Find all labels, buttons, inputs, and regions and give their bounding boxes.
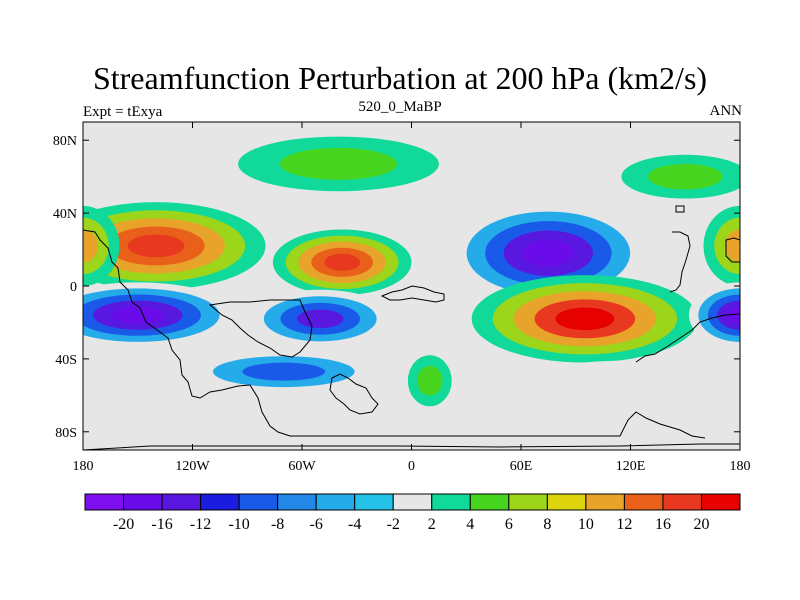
contour-level-10-0	[521, 360, 722, 412]
colorbar-swatch	[469, 493, 510, 511]
colorbar-swatch	[662, 493, 702, 511]
lon-tick-label: 0	[408, 459, 415, 474]
lat-tick-label: 0	[70, 280, 77, 295]
contour-fill-layer	[83, 136, 740, 418]
coastline-americas	[83, 229, 706, 439]
lon-tick-label: 120E	[616, 459, 646, 474]
colorbar-swatch	[123, 493, 163, 511]
contour-level-1-4	[555, 307, 615, 331]
lon-tick-label: 60W	[288, 459, 316, 474]
contour-level-3-4	[324, 253, 361, 271]
coastline-asia-east	[669, 231, 691, 293]
colorbar-label: -16	[151, 516, 172, 533]
longitude-axis: 180 120W 60W 0 60E 120E 180	[73, 122, 751, 474]
contour-level-12-1	[279, 147, 398, 180]
colorbar-swatch	[431, 493, 471, 511]
contour-level-4-2	[83, 229, 99, 263]
colorbar-label: 10	[578, 516, 594, 533]
experiment-label: Expt = tExya	[83, 104, 163, 120]
colorbar-label: 8	[543, 516, 551, 533]
contour-level-14-0	[83, 145, 211, 190]
lon-tick-label: 180	[73, 459, 94, 474]
contour-level-15-1	[416, 365, 443, 396]
contour-level-2-4	[127, 234, 185, 258]
colorbar-swatch	[700, 493, 741, 511]
lat-tick-label: 80S	[55, 426, 77, 441]
colorbar-label: -8	[271, 516, 284, 533]
colorbar-label: 20	[693, 516, 709, 533]
colorbar-swatch	[508, 493, 548, 511]
coastline-layer	[83, 205, 740, 450]
colorbar-swatch	[623, 493, 664, 511]
coastline-antarctic-peninsula	[329, 373, 379, 415]
colorbar-label: 6	[505, 516, 513, 533]
page-title: Streamfunction Perturbation at 200 hPa (…	[92, 60, 708, 96]
colorbar-swatch	[315, 493, 356, 511]
contour-level-0-4	[522, 239, 575, 267]
colorbar-swatch	[354, 493, 394, 511]
coastline-south-america	[208, 299, 313, 358]
contour-level-5-2	[724, 229, 740, 263]
colorbar-label: 16	[655, 516, 671, 533]
colorbar-label: 2	[428, 516, 436, 533]
lon-tick-label: 60E	[510, 459, 533, 474]
contour-level-7-3	[297, 309, 344, 329]
colorbar-swatch	[392, 493, 433, 511]
colorbar: -20 -16 -12 -10 -8 -6 -4 -2 2 4 6 8 10 12 16 20	[84, 493, 741, 533]
colorbar-label: -2	[387, 516, 400, 533]
colorbar-swatch	[546, 493, 587, 511]
colorbar-label: -10	[228, 516, 249, 533]
contour-level-6-4	[111, 306, 164, 324]
coastline-africa	[380, 285, 445, 303]
contour-level-11-0	[83, 380, 184, 418]
contour-level-8-4	[726, 306, 740, 324]
colorbar-swatch	[161, 493, 202, 511]
colorbar-label: -20	[113, 516, 134, 533]
lat-tick-label: 80N	[53, 134, 77, 149]
contour-level-13-1	[647, 163, 723, 190]
colorbar-swatch	[200, 493, 240, 511]
lat-tick-label: 40S	[55, 353, 77, 368]
lat-tick-label: 40N	[53, 207, 77, 222]
latitude-axis: 80N 40N 0 40S 80S	[53, 134, 740, 441]
lon-tick-label: 120W	[175, 459, 210, 474]
colorbar-swatch	[277, 493, 317, 511]
contour-level-9-2	[242, 362, 326, 381]
period-label: 520_0_MaBP	[358, 99, 442, 115]
map-area	[83, 122, 740, 450]
coastline-island	[675, 205, 685, 213]
colorbar-label: -4	[348, 516, 361, 533]
coastline-australia	[635, 313, 740, 363]
colorbar-label: 4	[466, 516, 474, 533]
colorbar-label: 12	[616, 516, 632, 533]
season-label: ANN	[709, 103, 743, 119]
coastline-island-east	[725, 237, 740, 263]
colorbar-swatch	[238, 493, 279, 511]
colorbar-label: -6	[310, 516, 323, 533]
colorbar-label: -12	[190, 516, 211, 533]
lon-tick-label: 180	[730, 459, 751, 474]
colorbar-swatch	[84, 493, 125, 511]
colorbar-swatch	[585, 493, 625, 511]
coastline-antarctica	[83, 443, 740, 450]
